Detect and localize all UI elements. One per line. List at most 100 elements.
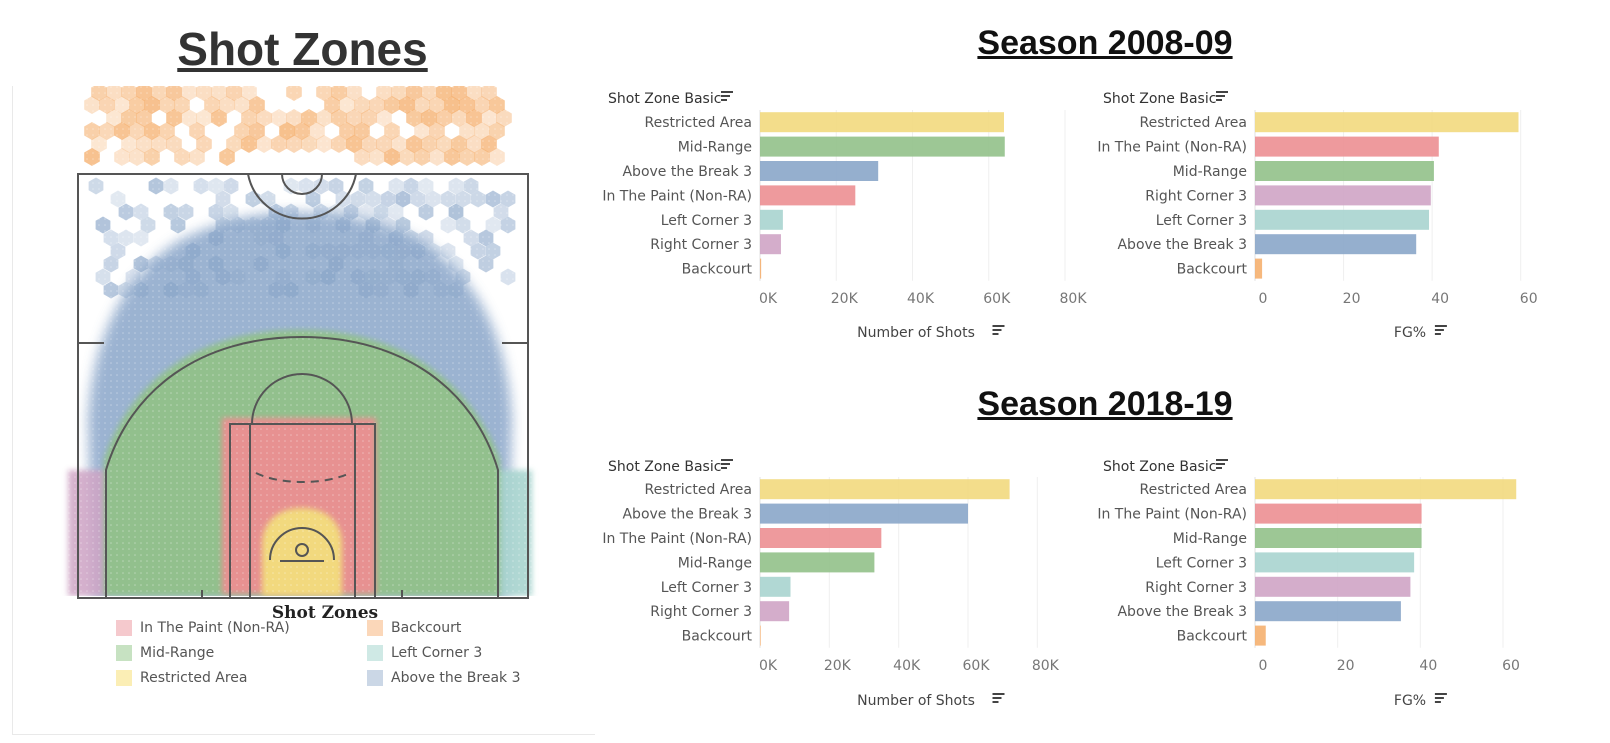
legend-item: Left Corner 3	[367, 643, 482, 663]
category-label: Restricted Area	[1140, 115, 1248, 131]
legend-item: Above the Break 3	[367, 668, 521, 688]
legend-title: Shot Zones	[271, 603, 379, 623]
legend-swatch	[116, 670, 132, 686]
bar	[760, 136, 1005, 157]
category-label: Backcourt	[682, 629, 753, 645]
legend-swatch	[116, 620, 132, 636]
category-label: Backcourt	[1177, 262, 1248, 278]
bar	[760, 209, 783, 230]
category-label: Mid-Range	[1173, 164, 1247, 180]
x-tick-label: 40K	[893, 658, 921, 674]
x-tick-label: 20K	[824, 658, 852, 674]
bar	[1255, 209, 1430, 230]
category-label: In The Paint (Non-RA)	[1097, 507, 1247, 523]
x-tick-label: 80K	[1032, 658, 1060, 674]
category-header: Shot Zone Basic	[1103, 91, 1216, 107]
bar	[1255, 552, 1415, 573]
legend-item: In The Paint (Non-RA)	[116, 618, 290, 638]
bar	[1255, 112, 1519, 133]
legend-item: Backcourt	[367, 618, 461, 638]
legend-label: Mid-Range	[140, 645, 215, 661]
x-tick-label: 60	[1502, 658, 1520, 674]
bar	[760, 503, 968, 524]
category-label: Backcourt	[1177, 629, 1248, 645]
category-header: Shot Zone Basic	[1103, 459, 1216, 475]
x-tick-label: 0K	[759, 658, 778, 674]
x-tick-label: 60	[1520, 291, 1538, 307]
bar	[1255, 161, 1434, 181]
bar	[1255, 625, 1266, 646]
category-label: Left Corner 3	[1156, 555, 1247, 571]
bar	[1255, 258, 1263, 279]
page-title: Shot Zones	[177, 23, 428, 75]
category-label: Restricted Area	[645, 115, 753, 131]
legend-item: Mid-Range	[116, 643, 214, 663]
legend-swatch	[367, 620, 383, 636]
court-frame	[12, 86, 595, 735]
legend-label: Above the Break 3	[391, 670, 521, 686]
bar	[760, 576, 791, 597]
bar	[760, 258, 762, 279]
category-label: Backcourt	[682, 262, 753, 278]
category-label: Above the Break 3	[1117, 237, 1247, 253]
legend-label: In The Paint (Non-RA)	[140, 620, 290, 636]
bar	[760, 552, 875, 573]
legend-swatch	[367, 645, 383, 661]
bar	[760, 479, 1010, 500]
court-lines	[77, 173, 529, 599]
category-header: Shot Zone Basic	[608, 91, 721, 107]
category-label: Above the Break 3	[622, 164, 752, 180]
category-label: Left Corner 3	[661, 580, 752, 596]
category-label: Left Corner 3	[661, 213, 752, 229]
season-title-2018: Season 2018-19	[977, 385, 1233, 423]
bar	[1255, 479, 1517, 500]
season-title-2008: Season 2008-09	[977, 24, 1233, 62]
bar	[1255, 601, 1401, 622]
x-axis-label: Number of Shots	[857, 325, 975, 341]
bar	[1255, 234, 1417, 255]
x-tick-label: 0K	[759, 291, 778, 307]
category-label: Mid-Range	[1173, 531, 1247, 547]
category-label: Right Corner 3	[1145, 580, 1247, 596]
x-axis-label: Number of Shots	[857, 693, 975, 709]
category-label: Mid-Range	[678, 140, 752, 156]
legend-label: Restricted Area	[140, 670, 248, 686]
bar	[760, 185, 856, 206]
bar	[760, 528, 882, 548]
category-label: Mid-Range	[678, 555, 752, 571]
category-label: In The Paint (Non-RA)	[1097, 140, 1247, 156]
bar	[1255, 503, 1422, 524]
x-tick-label: 0	[1259, 291, 1268, 307]
category-header: Shot Zone Basic	[608, 459, 721, 475]
legend-label: Backcourt	[391, 620, 462, 636]
x-tick-label: 80K	[1060, 291, 1088, 307]
category-label: In The Paint (Non-RA)	[602, 188, 752, 204]
legend-swatch	[367, 670, 383, 686]
bar	[1255, 185, 1431, 206]
bar	[760, 601, 790, 622]
category-label: Right Corner 3	[650, 237, 752, 253]
category-label: Right Corner 3	[1145, 188, 1247, 204]
category-label: Right Corner 3	[650, 604, 752, 620]
x-tick-label: 20	[1337, 658, 1355, 674]
bar	[760, 625, 761, 646]
category-label: Restricted Area	[1140, 482, 1248, 498]
x-tick-label: 40K	[907, 291, 935, 307]
x-tick-label: 40	[1431, 291, 1449, 307]
x-tick-label: 20	[1343, 291, 1361, 307]
legend-item: Restricted Area	[116, 668, 248, 688]
category-label: Above the Break 3	[1117, 604, 1247, 620]
x-tick-label: 20K	[831, 291, 859, 307]
category-label: Above the Break 3	[622, 507, 752, 523]
x-axis-label: FG%	[1394, 693, 1426, 709]
bar	[760, 234, 781, 255]
category-label: Restricted Area	[645, 482, 753, 498]
bar	[760, 112, 1004, 133]
x-tick-label: 60K	[983, 291, 1011, 307]
bar	[760, 161, 879, 181]
x-axis-label: FG%	[1394, 325, 1426, 341]
bar	[1255, 576, 1411, 597]
bar	[1255, 528, 1422, 548]
